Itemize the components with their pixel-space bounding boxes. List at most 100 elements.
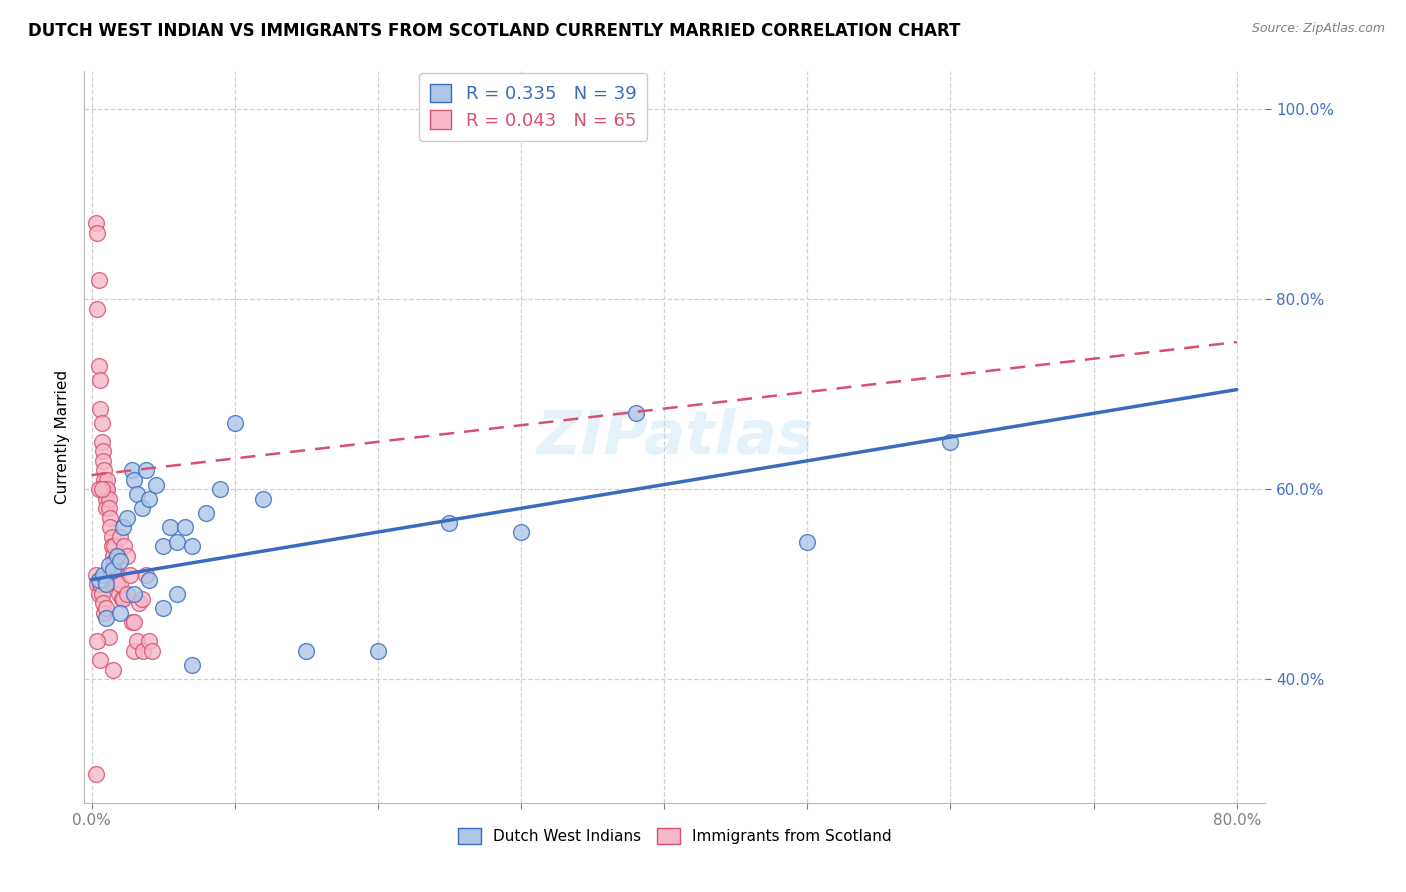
Point [624,406,647,420]
Point [145,477,167,491]
Point [94,610,117,624]
Point [101,563,124,577]
Point [93,473,115,487]
Point [90,434,112,449]
Point [87,483,110,497]
Point [939,434,962,449]
Point [87,573,110,587]
Point [94,491,117,506]
Point [89,577,111,591]
Point [107,587,129,601]
Point [89,653,111,667]
Point [94,601,117,615]
Point [108,606,131,620]
Point [97,630,120,644]
Point [152,601,174,615]
Point [98,511,121,525]
Point [173,520,195,534]
Point [89,373,111,387]
Point [91,596,114,610]
Point [100,530,122,544]
Point [105,567,128,582]
Point [101,663,124,677]
Point [124,644,146,658]
Point [103,553,125,567]
Point [87,359,110,373]
Point [86,577,108,591]
Point [180,539,202,553]
Point [93,463,115,477]
Point [121,463,143,477]
Point [152,539,174,553]
Point [141,644,163,658]
Point [94,577,117,591]
Text: ZIPatlas: ZIPatlas [536,408,814,467]
Point [131,591,153,606]
Point [114,539,136,553]
Point [87,273,110,287]
Point [124,615,146,630]
Point [127,487,149,501]
Point [94,501,117,516]
Point [97,558,120,573]
Point [90,587,112,601]
Point [86,634,108,648]
Point [91,454,114,468]
Point [135,463,157,477]
Point [90,416,112,430]
Point [128,596,150,610]
Point [117,511,139,525]
Point [84,767,107,781]
Point [84,567,107,582]
Point [87,587,110,601]
Text: Source: ZipAtlas.com: Source: ZipAtlas.com [1251,22,1385,36]
Point [138,491,160,506]
Point [224,416,246,430]
Text: DUTCH WEST INDIAN VS IMMIGRANTS FROM SCOTLAND CURRENTLY MARRIED CORRELATION CHAR: DUTCH WEST INDIAN VS IMMIGRANTS FROM SCO… [28,22,960,40]
Point [166,534,188,549]
Point [510,524,533,539]
Point [104,567,127,582]
Point [98,520,121,534]
Point [111,591,134,606]
Point [195,506,218,520]
Point [209,483,232,497]
Point [108,553,131,567]
Point [180,658,202,673]
Point [86,301,108,316]
Point [135,567,157,582]
Legend: Dutch West Indians, Immigrants from Scotland: Dutch West Indians, Immigrants from Scot… [453,822,897,850]
Point [97,491,120,506]
Point [127,634,149,648]
Point [86,226,108,240]
Point [100,539,122,553]
Point [94,483,117,497]
Point [159,520,181,534]
Point [89,401,111,416]
Point [101,558,124,573]
Y-axis label: Currently Married: Currently Married [55,370,70,504]
Point [97,501,120,516]
Point [117,587,139,601]
Point [131,501,153,516]
Point [108,530,131,544]
Point [90,483,112,497]
Point [96,483,118,497]
Point [124,587,146,601]
Point [105,549,128,563]
Point [93,606,115,620]
Point [367,644,389,658]
Point [96,473,118,487]
Point [108,577,131,591]
Point [138,573,160,587]
Point [91,444,114,458]
Point [117,549,139,563]
Point [132,644,155,658]
Point [91,567,114,582]
Point [166,587,188,601]
Point [120,567,142,582]
Point [295,644,318,658]
Point [111,520,134,534]
Point [796,534,818,549]
Point [84,216,107,230]
